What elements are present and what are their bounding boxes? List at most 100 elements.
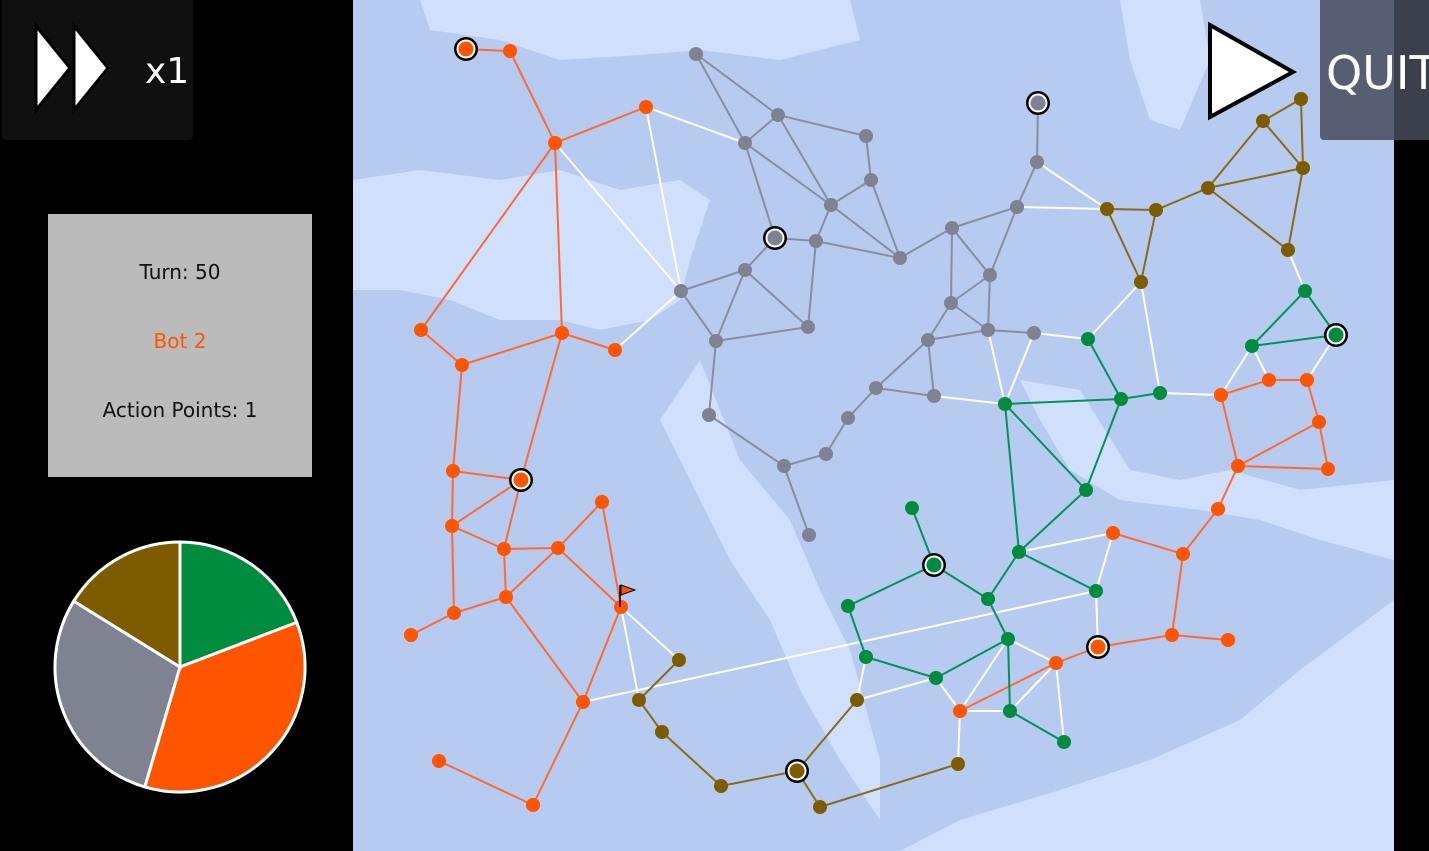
speed-button[interactable]: x1 xyxy=(2,0,193,140)
territory-node[interactable] xyxy=(1079,483,1093,497)
territory-node[interactable] xyxy=(859,129,873,143)
territory-node[interactable] xyxy=(551,541,565,555)
territory-node[interactable] xyxy=(1149,203,1163,217)
territory-node[interactable] xyxy=(709,334,723,348)
territory-node[interactable] xyxy=(921,333,935,347)
capital-node[interactable] xyxy=(454,37,478,61)
territory-node[interactable] xyxy=(801,320,815,334)
territory-node[interactable] xyxy=(841,411,855,425)
territory-node[interactable] xyxy=(1221,633,1235,647)
territory-node[interactable] xyxy=(714,779,728,793)
territory-node[interactable] xyxy=(1081,332,1095,346)
quit-button[interactable]: QUIT xyxy=(1320,0,1429,140)
territory-node[interactable] xyxy=(1321,462,1335,476)
territory-node[interactable] xyxy=(1001,632,1015,646)
territory-node[interactable] xyxy=(503,44,517,58)
play-icon[interactable] xyxy=(1205,20,1300,122)
territory-node[interactable] xyxy=(813,800,827,814)
territory-node[interactable] xyxy=(1100,202,1114,216)
territory-node[interactable] xyxy=(1049,656,1063,670)
territory-node[interactable] xyxy=(945,221,959,235)
capital-node[interactable] xyxy=(1026,91,1050,115)
territory-node[interactable] xyxy=(1262,373,1276,387)
territory-node[interactable] xyxy=(927,389,941,403)
territory-node[interactable] xyxy=(432,754,446,768)
territory-node[interactable] xyxy=(802,528,816,542)
territory-node[interactable] xyxy=(929,671,943,685)
territory-node[interactable] xyxy=(1211,502,1225,516)
territory-node[interactable] xyxy=(864,173,878,187)
territory-node[interactable] xyxy=(824,198,838,212)
territory-node[interactable] xyxy=(1176,547,1190,561)
territory-node[interactable] xyxy=(1010,200,1024,214)
territory-node[interactable] xyxy=(548,136,562,150)
capital-node[interactable] xyxy=(785,759,809,783)
territory-node[interactable] xyxy=(1296,161,1310,175)
territory-node[interactable] xyxy=(1003,704,1017,718)
capital-node[interactable] xyxy=(763,226,787,250)
territory-node[interactable] xyxy=(1057,735,1071,749)
territory-node[interactable] xyxy=(639,100,653,114)
territory-node[interactable] xyxy=(771,108,785,122)
territory-node[interactable] xyxy=(944,296,958,310)
territory-node[interactable] xyxy=(738,263,752,277)
territory-node[interactable] xyxy=(1281,243,1295,257)
territory-node[interactable] xyxy=(404,628,418,642)
territory-node[interactable] xyxy=(1312,415,1326,429)
territory-node[interactable] xyxy=(850,693,864,707)
territory-node[interactable] xyxy=(414,323,428,337)
territory-node[interactable] xyxy=(702,408,716,422)
territory-node[interactable] xyxy=(632,693,646,707)
territory-node[interactable] xyxy=(905,501,919,515)
territory-node[interactable] xyxy=(447,606,461,620)
territory-node[interactable] xyxy=(777,459,791,473)
territory-node[interactable] xyxy=(1030,155,1044,169)
territory-node[interactable] xyxy=(953,704,967,718)
territory-node[interactable] xyxy=(497,542,511,556)
territory-node[interactable] xyxy=(738,136,752,150)
territory-node[interactable] xyxy=(841,599,855,613)
territory-node[interactable] xyxy=(859,650,873,664)
territory-node[interactable] xyxy=(1165,628,1179,642)
territory-node[interactable] xyxy=(446,464,460,478)
territory-node[interactable] xyxy=(1256,114,1270,128)
territory-node[interactable] xyxy=(1012,545,1026,559)
territory-node[interactable] xyxy=(1134,275,1148,289)
game-map[interactable] xyxy=(353,0,1394,851)
territory-node[interactable] xyxy=(981,323,995,337)
territory-node[interactable] xyxy=(819,447,833,461)
capital-node[interactable] xyxy=(1086,635,1110,659)
territory-node[interactable] xyxy=(1294,92,1308,106)
territory-node[interactable] xyxy=(445,519,459,533)
territory-node[interactable] xyxy=(998,397,1012,411)
territory-node[interactable] xyxy=(672,653,686,667)
territory-graph[interactable] xyxy=(353,0,1394,851)
territory-node[interactable] xyxy=(1231,459,1245,473)
territory-node[interactable] xyxy=(893,251,907,265)
territory-node[interactable] xyxy=(983,268,997,282)
territory-node[interactable] xyxy=(1153,386,1167,400)
capital-node[interactable] xyxy=(509,468,533,492)
territory-node[interactable] xyxy=(608,343,622,357)
territory-node[interactable] xyxy=(1201,181,1215,195)
territory-node[interactable] xyxy=(555,326,569,340)
territory-node[interactable] xyxy=(1027,326,1041,340)
territory-node[interactable] xyxy=(1214,388,1228,402)
territory-node[interactable] xyxy=(455,358,469,372)
territory-node[interactable] xyxy=(689,47,703,61)
territory-node[interactable] xyxy=(981,592,995,606)
territory-node[interactable] xyxy=(1114,392,1128,406)
territory-node[interactable] xyxy=(1300,373,1314,387)
capital-node[interactable] xyxy=(922,553,946,577)
territory-node[interactable] xyxy=(809,234,823,248)
territory-node[interactable] xyxy=(869,381,883,395)
territory-node[interactable] xyxy=(576,695,590,709)
territory-node[interactable] xyxy=(655,725,669,739)
territory-node[interactable] xyxy=(1245,339,1259,353)
territory-node[interactable] xyxy=(674,284,688,298)
territory-node[interactable] xyxy=(499,590,513,604)
capital-node[interactable] xyxy=(1324,323,1348,347)
territory-node[interactable] xyxy=(595,495,609,509)
territory-node[interactable] xyxy=(614,600,628,614)
territory-node[interactable] xyxy=(526,798,540,812)
